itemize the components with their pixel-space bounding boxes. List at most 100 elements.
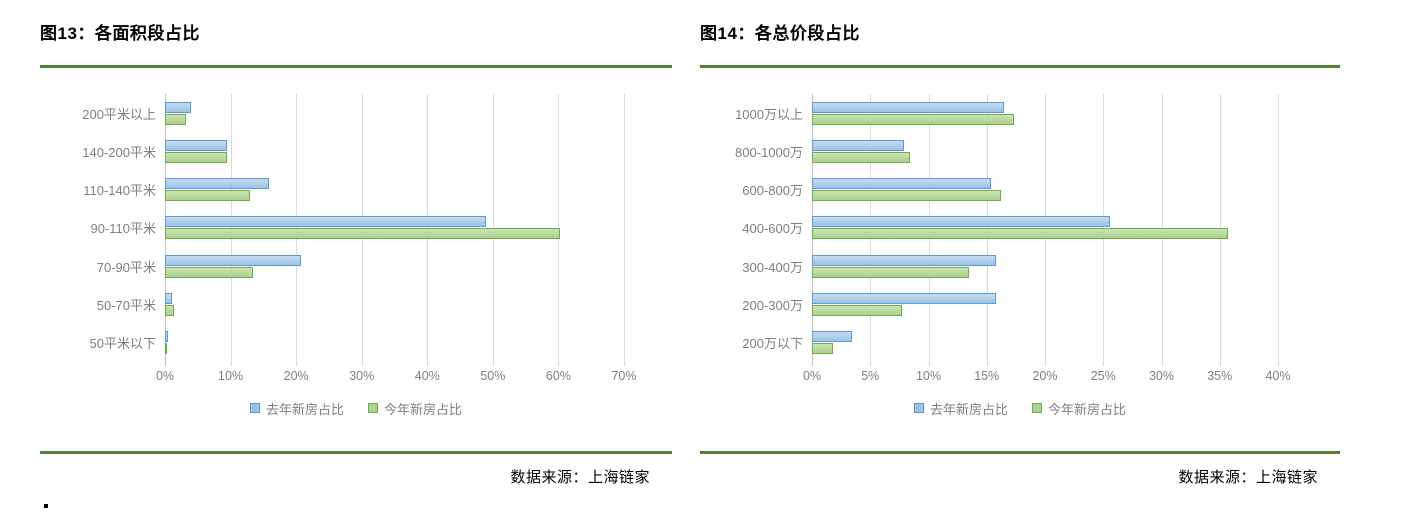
bar (165, 101, 192, 113)
legend-swatch-icon (913, 403, 924, 413)
legend-label: 去年新房占比 (929, 401, 1008, 417)
title-rule (700, 65, 1340, 68)
bar (812, 101, 1005, 113)
x-tick-label: 70% (611, 369, 637, 383)
category-row: 800-1000万 (700, 132, 1340, 170)
bar (165, 216, 487, 228)
x-tick-label: 30% (1148, 369, 1175, 383)
legend-item: 今年新房占比 (368, 399, 462, 418)
bar (812, 343, 833, 355)
bar-group (812, 132, 1278, 170)
bar (812, 216, 1111, 228)
bar (812, 139, 905, 151)
x-tick-label: 0% (155, 369, 175, 383)
bar (165, 113, 186, 125)
category-label: 50平米以下 (89, 336, 156, 352)
source-note: 数据来源：上海链家 (510, 469, 650, 486)
category-label: 200万以下 (742, 336, 803, 352)
category-label: 400-600万 (742, 221, 803, 237)
category-label: 90-110平米 (90, 221, 156, 237)
x-tick-label: 40% (1265, 369, 1291, 383)
category-row: 200-300万 (700, 285, 1340, 323)
x-tick-label: 50% (480, 369, 506, 383)
category-row: 50-70平米 (40, 285, 672, 323)
legend-item: 今年新房占比 (1032, 399, 1126, 418)
category-row: 140-200平米 (40, 132, 672, 170)
bar (812, 331, 852, 343)
figure-14: 图14：各总价段占比 1000万以上 800-1000万 600-800万 400-6… (700, 22, 1340, 487)
x-tick-label: 10% (218, 369, 244, 383)
bar-group (812, 94, 1278, 132)
category-label: 70-90平米 (96, 259, 156, 275)
bar (812, 266, 970, 278)
bar (812, 151, 910, 163)
legend-swatch-icon (368, 403, 378, 413)
bar (165, 139, 227, 151)
category-row: 200平米以上 (40, 94, 672, 132)
x-tick-label: 20% (1032, 369, 1058, 383)
category-row: 300-400万 (700, 247, 1340, 285)
bar (812, 305, 902, 317)
legend-label: 去年新房占比 (265, 401, 344, 417)
category-label: 50-70平米 (96, 298, 156, 314)
bar-group (812, 209, 1278, 247)
stray-dot (44, 504, 48, 508)
bar (812, 190, 1001, 202)
category-label: 200-300万 (742, 298, 803, 314)
figure-title: 图13：各面积段占比 (40, 24, 200, 43)
x-axis: 0% 10% 20% 30% 40% 50% 60% 70% (156, 369, 637, 387)
category-row: 400-600万 (700, 209, 1340, 247)
figure-title: 图14：各总价段占比 (700, 24, 860, 43)
category-row: 110-140平米 (40, 171, 672, 209)
bar (165, 151, 228, 163)
bar (812, 178, 992, 190)
bar (165, 293, 173, 305)
x-tick-label: 40% (414, 369, 440, 383)
gridline (1278, 94, 1279, 366)
bar-rows: 1000万以上 800-1000万 600-800万 400-600万 300-400万… (700, 94, 1340, 362)
x-tick-label: 5% (861, 369, 880, 383)
bottom-rule (700, 451, 1340, 454)
category-row: 200万以下 (700, 324, 1340, 362)
bar-group (165, 209, 624, 247)
category-label: 800-1000万 (735, 144, 803, 160)
legend: 去年新房占比 今年新房占比 (40, 399, 672, 418)
legend-item: 去年新房占比 (249, 399, 344, 418)
bar-group (812, 171, 1278, 209)
bar-group (165, 132, 624, 170)
bar (812, 113, 1014, 125)
category-label: 110-140平米 (83, 183, 156, 199)
bar-group (165, 171, 624, 209)
bar (165, 228, 561, 240)
bar-group (812, 247, 1278, 285)
x-tick-label: 10% (915, 369, 942, 383)
bar (812, 293, 997, 305)
legend-swatch-icon (1032, 403, 1042, 413)
legend-label: 今年新房占比 (1048, 401, 1127, 417)
category-row: 50平米以下 (40, 324, 672, 362)
source-note: 数据来源：上海链家 (1178, 469, 1318, 486)
plot-area: 200平米以上 140-200平米 110-140平米 90-110平米 70-90平米… (40, 94, 672, 366)
bar-group (165, 247, 624, 285)
bar-group (165, 285, 624, 323)
bottom-rule (40, 451, 672, 454)
bar (165, 178, 269, 190)
bar (165, 343, 167, 355)
category-label: 300-400万 (742, 259, 803, 275)
bar (812, 228, 1228, 240)
category-row: 70-90平米 (40, 247, 672, 285)
bar (165, 254, 302, 266)
legend-label: 今年新房占比 (384, 401, 463, 417)
bar-group (812, 324, 1278, 362)
bar-group (165, 324, 624, 362)
legend: 去年新房占比 今年新房占比 (700, 399, 1340, 418)
category-label: 200平米以上 (82, 106, 156, 122)
x-tick-label: 30% (349, 369, 375, 383)
legend-item: 去年新房占比 (913, 399, 1008, 418)
x-tick-label: 35% (1207, 369, 1233, 383)
x-tick-label: 20% (283, 369, 309, 383)
category-row: 600-800万 (700, 171, 1340, 209)
plot-area: 1000万以上 800-1000万 600-800万 400-600万 300-400万… (700, 94, 1340, 366)
bar-group (812, 285, 1278, 323)
figure-13: 图13：各面积段占比 200平米以上 140-200平米 110-140平米 90-1… (40, 22, 672, 487)
